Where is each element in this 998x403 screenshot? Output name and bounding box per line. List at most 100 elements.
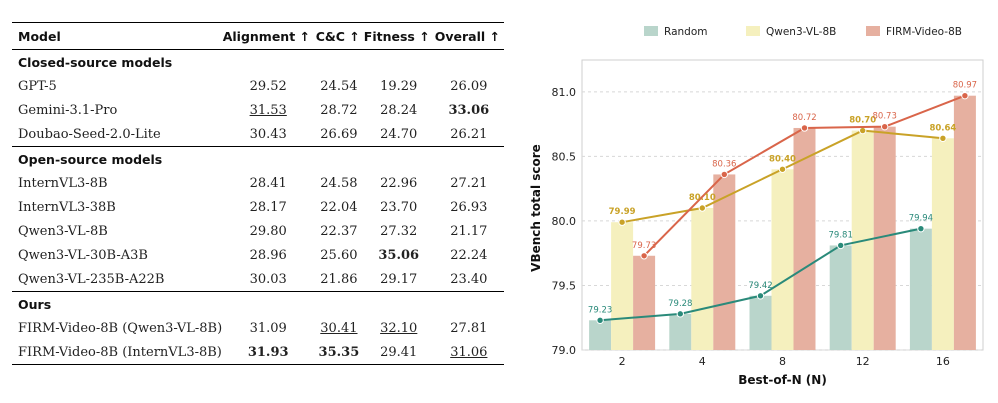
point-0-0 [596,316,604,325]
data-label-0-3: 79.81 [829,230,853,240]
point-1-2 [778,165,787,173]
legend-label-1: Qwen3-VL-8B [766,26,836,38]
point-1-1 [698,204,707,212]
data-label-2-1: 80.36 [712,159,736,169]
fitness-score-cell: 29.17 [380,271,418,287]
point-0-1 [676,310,685,318]
data-label-1-0: 79.99 [609,207,636,217]
data-label-0-0: 79.23 [588,305,612,315]
table-row: Qwen3-VL-235B-A22B 30.03 21.86 29.17 23.40 [12,267,504,292]
bar-1-2 [771,169,794,350]
header-model: Model [12,22,223,50]
overall-score-cell: 26.21 [450,126,488,142]
alignment-score-cell: 31.93 [222,340,315,365]
overall-score-cell: 27.81 [450,320,488,336]
data-label-0-1: 79.28 [668,299,692,309]
results-table-body: Model Alignment ↑ C&C ↑ Fitness ↑ Overal… [12,22,504,365]
cc-score-cell: 22.04 [320,199,358,215]
alignment-score-cell: 29.80 [249,223,287,239]
model-name-cell: GPT-5 [18,78,57,94]
bar-0-3 [829,245,852,350]
cc-score-cell: 22.37 [320,223,358,239]
data-label-1-4: 80.64 [929,123,956,133]
fitness-score-cell: 27.32 [380,223,418,239]
y-axis-title: VBench total score [529,144,543,272]
model-name-cell: FIRM-Video-8B (Qwen3-VL-8B) [18,320,223,336]
header-overall: Overall ↑ [433,22,504,50]
alignment-score-cell: 31.53 [249,102,287,118]
section-title: Open-source models [12,146,504,171]
bar-0-2 [749,295,772,350]
data-label-2-2: 80.72 [792,113,816,123]
overall-score-cell: 21.17 [450,223,488,239]
bar-2-2 [793,127,816,350]
model-name-cell: InternVL3-8B [18,175,108,191]
table-row: FIRM-Video-8B (InternVL3-8B) 31.93 35.35 29… [12,340,504,365]
header-cc: C&C ↑ [314,22,364,50]
point-1-4 [939,134,947,142]
chart-lines [596,91,969,325]
table-row: Gemini-3.1-Pro 31.53 28.72 28.24 33.06 [12,98,504,122]
data-label-2-3: 80.73 [873,112,897,122]
point-1-3 [859,126,867,135]
model-name-cell: Qwen3-VL-235B-A22B [18,271,165,287]
section-header-row: Ours [12,291,504,316]
fitness-score-cell: 35.06 [378,247,420,263]
y-tick-label: 80.0 [552,215,577,228]
x-tick-label: 4 [699,355,706,368]
cc-score-cell: 30.41 [320,320,358,336]
alignment-score-cell: 28.17 [249,199,287,215]
table-row: InternVL3-38B 28.17 22.04 23.70 26.93 [12,195,504,219]
alignment-score-cell: 31.09 [249,320,287,336]
legend-swatch-1 [746,26,760,36]
point-2-4 [961,91,969,100]
cc-score-cell: 24.58 [320,175,358,191]
alignment-score-cell: 30.03 [249,271,287,287]
table-row: InternVL3-8B 28.41 24.58 22.96 27.21 [12,171,504,195]
data-label-0-4: 79.94 [909,214,933,224]
bar-2-4 [953,95,976,350]
overall-score-cell: 26.93 [450,199,488,215]
legend-swatch-0 [644,26,658,36]
overall-score-cell: 33.06 [448,102,490,118]
point-0-2 [756,292,765,300]
overall-score-cell: 22.24 [450,247,488,263]
model-name-cell: Qwen3-VL-30B-A3B [18,247,148,263]
bar-0-1 [669,313,692,350]
fitness-score-cell: 22.96 [380,175,418,191]
bar-1-1 [691,208,714,350]
legend-label-2: FIRM-Video-8B [886,26,962,38]
overall-score-cell: 26.09 [450,78,488,94]
x-axis-title: Best-of-N (N) [738,373,827,387]
fitness-score-cell: 24.70 [380,126,418,142]
x-tick-label: 8 [779,355,786,368]
table-row: Qwen3-VL-8B 29.80 22.37 27.32 21.17 [12,219,504,243]
section-header-row: Open-source models [12,146,504,171]
chart-svg: Random Qwen3-VL-8B FIRM-Video-8B 79.2379.2… [529,26,984,387]
best-of-n-chart: Random Qwen3-VL-8B FIRM-Video-8B 79.23 79.2… [516,14,996,398]
model-name-cell: Qwen3-VL-8B [18,223,108,239]
cc-score-cell: 24.54 [320,78,358,94]
data-label-2-4: 80.97 [953,81,977,91]
chart-data-labels: 79.23 79.28 79.42 79.81 79.94 79.99 80.10 80.40… [588,81,977,316]
overall-score-cell: 31.06 [433,340,504,365]
alignment-score-cell: 29.52 [249,78,287,94]
cc-score-cell: 28.72 [320,102,358,118]
bar-1-4 [931,138,954,350]
data-label-1-2: 80.40 [769,154,796,164]
cc-score-cell: 25.60 [320,247,358,263]
legend-swatch-2 [866,26,880,36]
section-title: Closed-source models [18,54,173,70]
y-tick-label: 81.0 [552,86,577,99]
data-label-1-1: 80.10 [689,193,716,203]
table-row: GPT-5 29.52 24.54 19.29 26.09 [12,74,504,98]
point-0-4 [917,224,925,233]
fitness-score-cell: 29.41 [363,340,434,365]
alignment-score-cell: 30.43 [249,126,287,142]
bar-0-4 [909,228,932,350]
fitness-score-cell: 19.29 [380,78,418,94]
section-header-row: Closed-source models [12,50,504,75]
y-tick-label: 80.5 [552,150,577,163]
y-tick-label: 79.0 [552,344,577,357]
table-row: FIRM-Video-8B (Qwen3-VL-8B) 31.09 30.41 32.… [12,316,504,340]
